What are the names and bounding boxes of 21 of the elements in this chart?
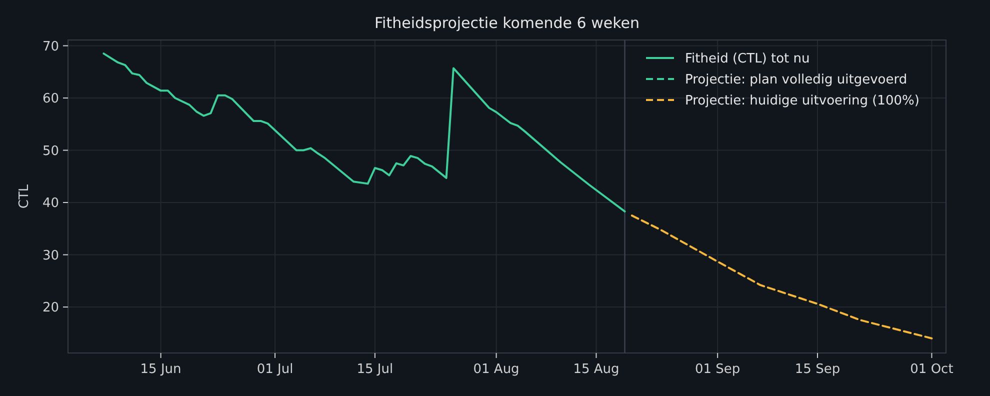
x-tick-label: 15 Jul (356, 362, 394, 377)
legend-label: Projectie: huidige uitvoering (100%) (685, 94, 920, 109)
legend-label: Fitheid (CTL) tot nu (685, 52, 810, 67)
y-tick-label: 70 (42, 39, 59, 54)
line-series (630, 214, 933, 340)
line-series (102, 52, 626, 212)
y-tick-label: 60 (42, 92, 59, 107)
x-tick-label: 01 Oct (910, 362, 954, 377)
x-tick-label: 01 Jul (256, 362, 294, 377)
y-tick-label: 40 (42, 196, 59, 212)
x-tick-label: 01 Aug (473, 362, 520, 377)
y-tick-label: 20 (42, 300, 59, 316)
y-tick-label: 50 (42, 144, 59, 159)
x-tick-label: 15 Aug (573, 362, 620, 377)
x-tick-label: 01 Sep (694, 362, 740, 377)
legend-label: Projectie: plan volledig uitgevoerd (685, 72, 908, 88)
x-tick-label: 15 Jun (140, 362, 182, 377)
y-tick-label: 30 (42, 248, 59, 264)
y-axis-title: CTL (17, 184, 32, 209)
x-tick-label: 15 Sep (794, 362, 840, 377)
chart-title: Fitheidsprojectie komende 6 weken (374, 14, 640, 32)
